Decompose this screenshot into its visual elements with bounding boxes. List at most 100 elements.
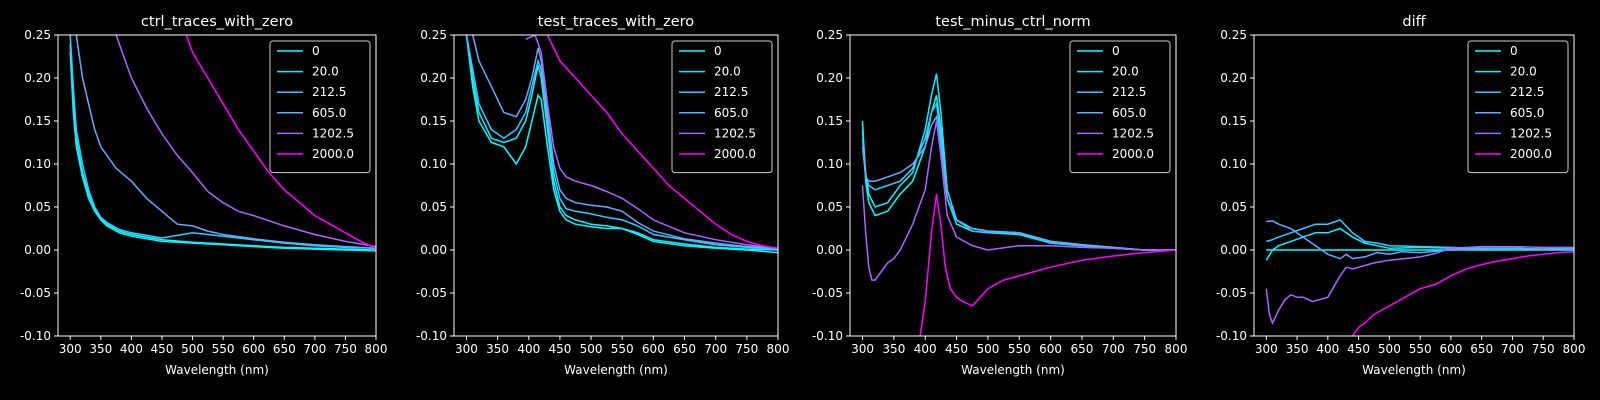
legend-entry: 2000.0 [1510, 147, 1552, 161]
y-tick-label: -0.05 [1216, 286, 1247, 300]
series-line-4 [525, 35, 778, 250]
x-tick-label: 600 [242, 342, 265, 356]
y-tick-label: 0.25 [420, 28, 447, 42]
legend: 0 20.0 212.5 605.0 1202.5 2000.0 [671, 40, 773, 174]
chart-title: test_minus_ctrl_norm [935, 14, 1090, 30]
x-tick-label: 600 [1439, 342, 1462, 356]
legend-frame [671, 40, 773, 174]
legend-entry: 212.5 [1112, 85, 1146, 99]
y-tick-label: 0.00 [1220, 243, 1247, 257]
x-tick-label: 350 [486, 342, 509, 356]
x-tick-label: 300 [455, 342, 478, 356]
y-tick-label: -0.10 [1216, 329, 1247, 343]
x-tick-label: 700 [303, 342, 326, 356]
legend-entry: 0 [1112, 44, 1120, 58]
y-tick-label: 0.20 [816, 71, 843, 85]
legend-entry: 1202.5 [1510, 126, 1552, 140]
y-tick-label: 0.00 [24, 243, 51, 257]
y-tick-label: 0.10 [816, 157, 843, 171]
series-line-5 [546, 35, 778, 250]
legend-entry: 1202.5 [1112, 126, 1154, 140]
y-tick-label: 0.25 [816, 28, 843, 42]
series-lines [861, 73, 1176, 336]
x-tick-label: 300 [1255, 342, 1278, 356]
x-tick-label: 350 [882, 342, 905, 356]
y-tick-label: 0.15 [816, 114, 843, 128]
series-line-5 [1351, 250, 1574, 336]
chart-panel-1: test_traces_with_zero 300 350 400 450 500 550 6… [416, 14, 790, 377]
series-line-4 [861, 120, 1176, 281]
y-tick-label: 0.05 [24, 200, 51, 214]
x-tick-label: 800 [767, 342, 790, 356]
x-tick-label: 800 [365, 342, 388, 356]
x-tick-label: 750 [1133, 342, 1156, 356]
x-tick-label: 800 [1563, 342, 1586, 356]
legend-entry: 605.0 [312, 106, 346, 120]
x-tick-label: 450 [151, 342, 174, 356]
x-axis-label: Wavelength (nm) [961, 363, 1065, 377]
x-tick-label: 700 [704, 342, 727, 356]
y-tick-label: 0.05 [816, 200, 843, 214]
x-tick-label: 550 [212, 342, 235, 356]
axes-frame [849, 34, 1177, 337]
x-tick-label: 700 [1102, 342, 1125, 356]
chart-title: diff [1402, 14, 1426, 30]
x-tick-label: 350 [89, 342, 112, 356]
series-line-4 [115, 35, 376, 248]
y-tick-label: 0.00 [420, 243, 447, 257]
chart-panel-0: ctrl_traces_with_zero 300 350 400 450 500 550 6… [20, 14, 388, 377]
series-lines [465, 35, 778, 254]
legend-frame [1467, 40, 1569, 174]
x-tick-label: 450 [1347, 342, 1370, 356]
y-tick-label: 0.10 [24, 157, 51, 171]
series-line-1 [69, 52, 376, 252]
x-tick-label: 500 [181, 342, 204, 356]
y-tick-label: -0.05 [416, 286, 447, 300]
series-line-5 [185, 35, 376, 249]
legend-entry: 605.0 [714, 106, 748, 120]
legend-entry: 212.5 [714, 85, 748, 99]
chart-panel-3: diff 300 350 400 450 500 550 600 650 700 750 800 -0.… [1216, 14, 1586, 377]
y-tick-label: 0.05 [420, 200, 447, 214]
legend-entry: 1202.5 [714, 126, 756, 140]
x-tick-label: 400 [914, 342, 937, 356]
legend-entry: 0 [714, 44, 722, 58]
legend: 0 20.0 212.5 605.0 1202.5 2000.0 [1467, 40, 1569, 174]
x-tick-label: 650 [1470, 342, 1493, 356]
legend-entry: 1202.5 [312, 126, 354, 140]
series-line-3 [75, 35, 376, 250]
x-tick-label: 400 [517, 342, 540, 356]
series-line-0 [69, 43, 376, 251]
legend-entry: 605.0 [1510, 106, 1544, 120]
y-tick-label: -0.05 [20, 286, 51, 300]
y-tick-label: 0.20 [24, 71, 51, 85]
series-line-3 [471, 35, 778, 250]
x-tick-label: 300 [851, 342, 874, 356]
series-line-3 [1266, 220, 1574, 260]
y-tick-label: -0.10 [416, 329, 447, 343]
legend: 0 20.0 212.5 605.0 1202.5 2000.0 [1069, 40, 1171, 174]
y-tick-label: 0.15 [1220, 114, 1247, 128]
legend-entry: 2000.0 [312, 147, 354, 161]
y-tick-label: 0.15 [420, 114, 447, 128]
x-tick-label: 750 [334, 342, 357, 356]
y-tick-label: 0.25 [1220, 28, 1247, 42]
chart-title: test_traces_with_zero [538, 14, 695, 30]
series-lines [69, 35, 376, 252]
x-tick-label: 500 [580, 342, 603, 356]
axes-frame [453, 34, 779, 337]
chart-title: ctrl_traces_with_zero [141, 14, 293, 30]
legend-entry: 605.0 [1112, 106, 1146, 120]
series-line-2 [69, 35, 376, 250]
x-axis-label: Wavelength (nm) [1362, 363, 1466, 377]
series-line-2 [465, 35, 778, 250]
x-tick-label: 800 [1165, 342, 1188, 356]
x-tick-label: 750 [1532, 342, 1555, 356]
x-tick-label: 400 [120, 342, 143, 356]
y-tick-label: 0.00 [816, 243, 843, 257]
x-tick-label: 500 [976, 342, 999, 356]
series-line-3 [861, 114, 1176, 251]
x-tick-label: 600 [642, 342, 665, 356]
y-tick-label: 0.20 [1220, 71, 1247, 85]
